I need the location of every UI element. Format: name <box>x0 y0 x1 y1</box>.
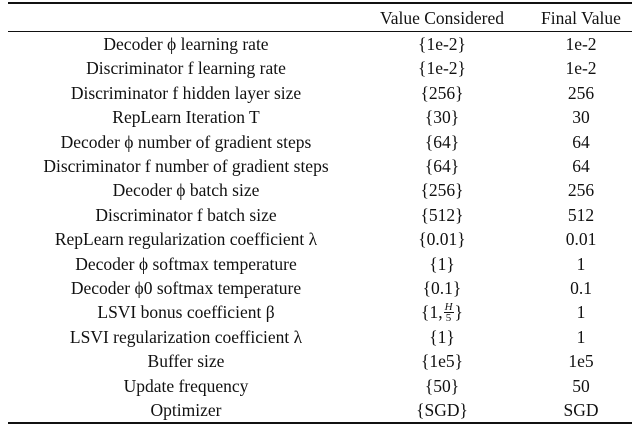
value-considered: {1e-2} <box>418 34 466 54</box>
value-considered: {30} <box>424 107 460 128</box>
value-considered: {64} <box>424 131 460 152</box>
table-row: Decoder ϕ learning rate {1e-2} 1e-2 <box>8 32 632 56</box>
table-row: LSVI bonus coefficient β {1, H 5} 1 <box>8 300 632 324</box>
table-header-row: Value Considered Final Value <box>8 5 632 31</box>
final-value: 64 <box>572 156 590 176</box>
final-value: 1e-2 <box>565 58 597 79</box>
parameter-name: Update frequency <box>123 375 249 396</box>
parameter-name: RepLearn regularization coefficient λ <box>54 229 318 250</box>
final-value: 1 <box>576 302 586 323</box>
table-row: Discriminator f learning rate {1e-2} 1e-2 <box>8 56 632 80</box>
parameter-name: Decoder ϕ number of gradient steps <box>60 131 312 152</box>
final-value: 1 <box>576 326 586 347</box>
parameter-name: Decoder ϕ softmax temperature <box>75 253 297 274</box>
table-row: Optimizer {SGD} SGD <box>8 398 632 422</box>
table-row: Update frequency {50} 50 <box>8 374 632 398</box>
value-considered: {256} <box>420 82 464 103</box>
bottom-rule <box>8 422 632 424</box>
final-value: 1e-2 <box>565 34 597 54</box>
final-value: 1 <box>576 253 586 274</box>
parameter-name: Buffer size <box>147 351 225 372</box>
parameter-name: Decoder ϕ0 softmax temperature <box>70 278 302 298</box>
value-considered: {256} <box>420 180 464 201</box>
table-row: Discriminator f batch size {512} 512 <box>8 203 632 227</box>
final-value: 256 <box>567 82 595 103</box>
table-row: RepLearn regularization coefficient λ {0.… <box>8 227 632 251</box>
table-row: Discriminator f hidden layer size {256} 25… <box>8 81 632 105</box>
fraction-denominator: 5 <box>445 311 452 324</box>
value-considered: {512} <box>420 204 464 225</box>
table-row: Decoder ϕ0 softmax temperature {0.1} 0.1 <box>8 276 632 300</box>
parameter-name: Discriminator f batch size <box>95 204 277 225</box>
header-rule <box>8 31 632 32</box>
parameter-name: Optimizer <box>150 400 222 420</box>
final-value: 0.01 <box>565 229 597 250</box>
final-value: 50 <box>572 375 590 396</box>
final-value: 0.1 <box>570 278 592 298</box>
value-considered: {1e5} <box>420 351 464 372</box>
parameter-name: Discriminator f learning rate <box>86 58 286 79</box>
table-row: LSVI regularization coefficient λ {1} 1 <box>8 325 632 349</box>
value-considered: {64} <box>424 156 460 176</box>
final-value: 64 <box>572 131 590 152</box>
value-prefix: {1, <box>421 302 443 323</box>
table-row: Buffer size {1e5} 1e5 <box>8 349 632 373</box>
value-considered: {1} <box>429 253 455 274</box>
value-considered: {1, H 5} <box>362 300 522 324</box>
value-considered: {50} <box>424 375 460 396</box>
table-row: RepLearn Iteration T {30} 30 <box>8 105 632 129</box>
table-row: Decoder ϕ batch size {256} 256 <box>8 178 632 202</box>
value-considered: {0.01} <box>418 229 466 250</box>
final-value: 30 <box>572 107 590 128</box>
table-row: Decoder ϕ softmax temperature {1} 1 <box>8 252 632 276</box>
final-value: 1e5 <box>568 351 594 372</box>
header-final-value: Final Value <box>541 8 621 28</box>
parameter-name: Discriminator f number of gradient steps <box>43 156 329 176</box>
value-considered: {0.1} <box>422 278 462 298</box>
value-considered: {1e-2} <box>418 58 466 79</box>
table-row: Decoder ϕ number of gradient steps {64} 64 <box>8 130 632 154</box>
parameter-name: LSVI regularization coefficient λ <box>69 326 303 347</box>
parameter-name: RepLearn Iteration T <box>112 107 260 128</box>
value-suffix: } <box>454 302 463 323</box>
table-row: Discriminator f number of gradient steps… <box>8 154 632 178</box>
parameter-name: Discriminator f hidden layer size <box>70 82 302 103</box>
final-value: 256 <box>567 180 595 201</box>
parameter-name: LSVI bonus coefficient β <box>97 302 275 323</box>
parameter-name: Decoder ϕ batch size <box>112 180 260 201</box>
parameter-name: Decoder ϕ learning rate <box>103 34 269 54</box>
value-considered: {1} <box>429 326 455 347</box>
top-rule <box>8 2 632 4</box>
fraction-numerator: H <box>443 300 454 313</box>
final-value: SGD <box>563 400 599 420</box>
value-considered: {SGD} <box>416 400 468 420</box>
final-value: 512 <box>567 204 595 225</box>
header-value-considered: Value Considered <box>380 8 504 28</box>
